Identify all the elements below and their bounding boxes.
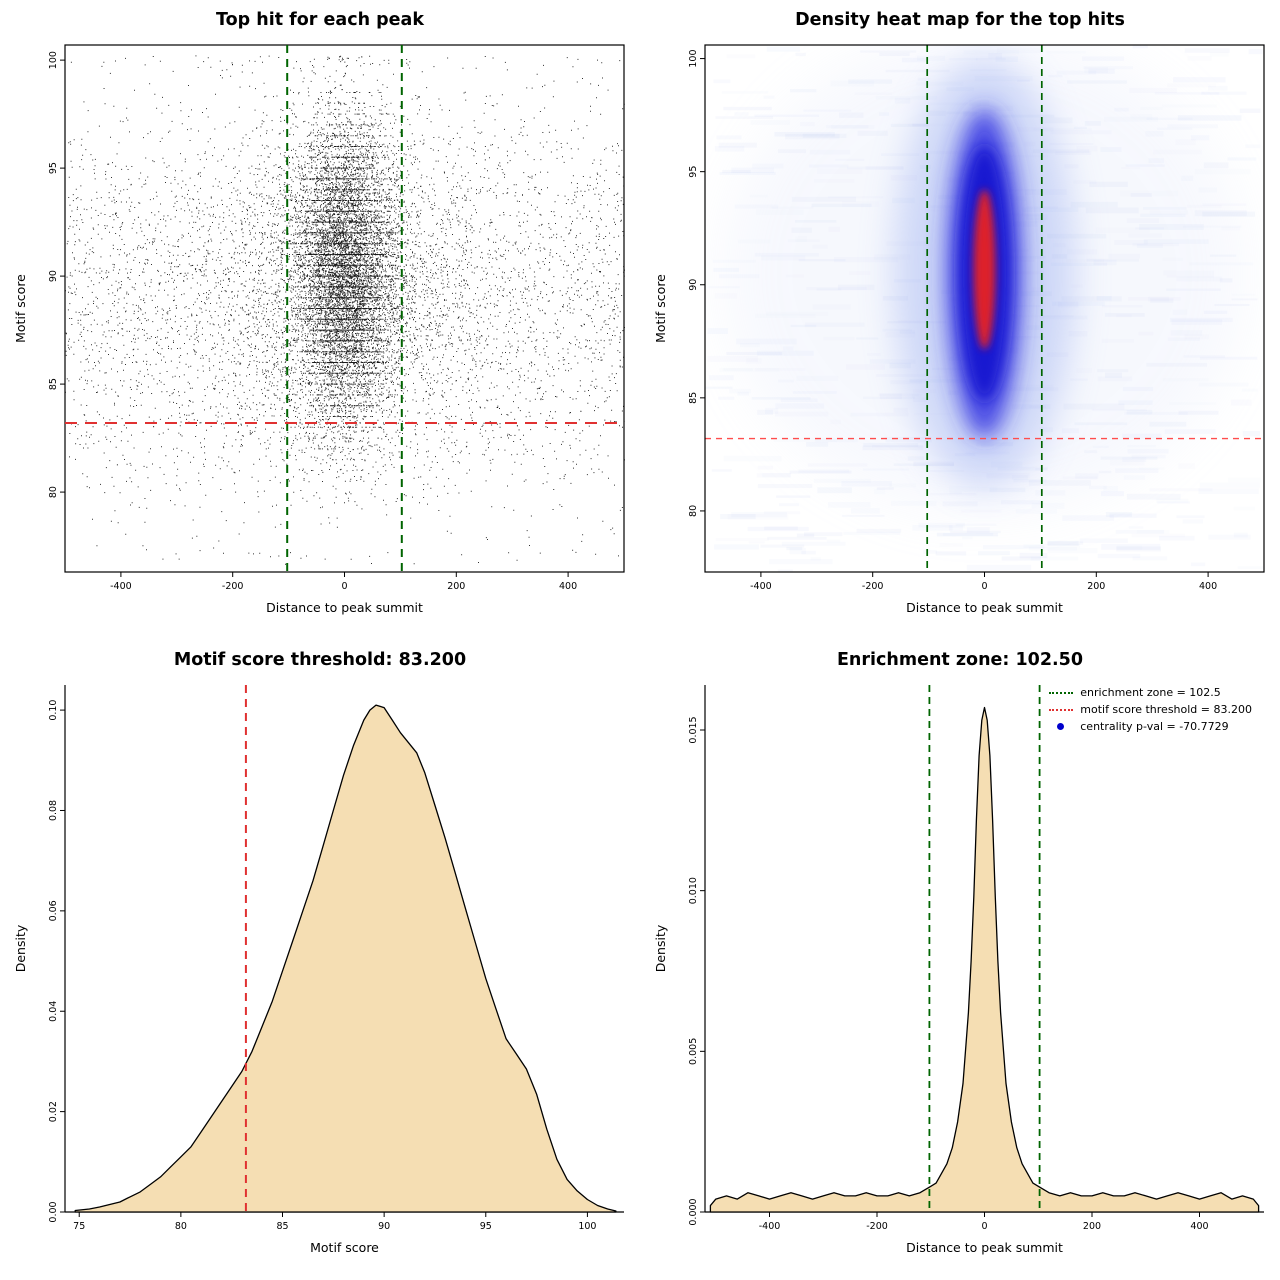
svg-text:0.02: 0.02 (48, 1101, 59, 1122)
svg-text:80: 80 (48, 486, 59, 498)
svg-text:0: 0 (341, 581, 347, 592)
svg-text:Distance to peak summit: Distance to peak summit (906, 1240, 1063, 1255)
legend-label-threshold: motif score threshold = 83.200 (1080, 703, 1252, 716)
svg-text:0.10: 0.10 (48, 700, 59, 721)
scatter-title: Top hit for each peak (216, 10, 424, 30)
legend-item-threshold: motif score threshold = 83.200 (1049, 703, 1252, 716)
panel-heatmap: -400 -200 0 200 400 80 85 90 95 100 Distance to pe… (640, 0, 1280, 640)
legend-label-enrichment-zone: enrichment zone = 102.5 (1080, 686, 1221, 699)
svg-text:0.08: 0.08 (48, 800, 59, 821)
svg-text:200: 200 (1083, 1221, 1101, 1232)
svg-text:Motif score: Motif score (13, 274, 28, 343)
panel-distance-density: -400 -200 0 200 400 0.000 0.005 0.010 0.015 Dista… (640, 640, 1280, 1280)
threshold-line-icon (1049, 708, 1074, 711)
svg-text:Density: Density (13, 924, 28, 972)
svg-text:0.015: 0.015 (688, 716, 699, 743)
svg-text:85: 85 (48, 378, 59, 390)
svg-text:90: 90 (688, 279, 699, 291)
svg-text:400: 400 (559, 581, 577, 592)
svg-text:-200: -200 (862, 581, 884, 592)
score-density-canvas: 75 80 85 90 95 100 0.00 0.02 0.04 0.06 0.08 0.10 Mot… (13, 685, 624, 1255)
panel-score-density: 75 80 85 90 95 100 0.00 0.02 0.04 0.06 0.08 0.10 Mot… (0, 640, 640, 1280)
svg-text:200: 200 (1087, 581, 1105, 592)
svg-text:75: 75 (73, 1221, 85, 1232)
svg-text:400: 400 (1190, 1221, 1208, 1232)
svg-text:0: 0 (981, 581, 987, 592)
centrality-point-icon (1057, 723, 1065, 730)
legend-label-centrality: centrality p-val = -70.7729 (1080, 720, 1229, 733)
heatmap-title: Density heat map for the top hits (795, 10, 1125, 30)
svg-text:Density: Density (653, 924, 668, 972)
svg-text:90: 90 (48, 270, 59, 282)
svg-text:100: 100 (48, 51, 59, 69)
svg-text:95: 95 (480, 1221, 492, 1232)
svg-text:400: 400 (1199, 581, 1217, 592)
svg-text:85: 85 (276, 1221, 288, 1232)
svg-text:0.00: 0.00 (48, 1201, 59, 1222)
svg-text:0.005: 0.005 (688, 1038, 699, 1065)
distance-density-title: Enrichment zone: 102.50 (836, 650, 1084, 670)
svg-text:0.010: 0.010 (688, 877, 699, 904)
scatter-canvas: -400 -200 0 200 400 80 85 90 95 100 Distance to pe… (13, 44, 625, 615)
svg-text:90: 90 (378, 1221, 390, 1232)
svg-text:80: 80 (175, 1221, 187, 1232)
svg-text:Motif score: Motif score (653, 274, 668, 343)
svg-text:85: 85 (688, 392, 699, 404)
legend-item-centrality: centrality p-val = -70.7729 (1049, 720, 1252, 733)
svg-text:-200: -200 (866, 1221, 888, 1232)
svg-text:Distance to peak summit: Distance to peak summit (906, 600, 1063, 615)
svg-text:200: 200 (447, 581, 465, 592)
svg-text:100: 100 (578, 1221, 596, 1232)
score-density-title: Motif score threshold: 83.200 (173, 650, 467, 670)
svg-text:0.04: 0.04 (48, 1001, 59, 1022)
svg-text:-400: -400 (750, 581, 772, 592)
svg-text:100: 100 (688, 50, 699, 68)
svg-text:-400: -400 (110, 581, 132, 592)
svg-text:0.06: 0.06 (48, 900, 59, 921)
panel-scatter: -400 -200 0 200 400 80 85 90 95 100 Distance to pe… (0, 0, 640, 640)
heatmap-canvas: -400 -200 0 200 400 80 85 90 95 100 Distance to pe… (653, 44, 1265, 615)
svg-text:Distance to peak summit: Distance to peak summit (266, 600, 423, 615)
svg-text:95: 95 (48, 162, 59, 174)
svg-text:Motif score: Motif score (310, 1240, 379, 1255)
svg-text:-400: -400 (759, 1221, 781, 1232)
svg-text:80: 80 (688, 505, 699, 517)
svg-text:-200: -200 (222, 581, 244, 592)
svg-text:0: 0 (981, 1221, 987, 1232)
svg-text:0.000: 0.000 (688, 1198, 699, 1225)
distance-density-canvas: -400 -200 0 200 400 0.000 0.005 0.010 0.015 Dista… (653, 685, 1264, 1255)
svg-text:95: 95 (688, 166, 699, 178)
legend-item-enrichment-zone: enrichment zone = 102.5 (1049, 686, 1252, 699)
legend: enrichment zone = 102.5 motif score thre… (1049, 686, 1252, 733)
enrichment-zone-line-icon (1049, 691, 1074, 694)
